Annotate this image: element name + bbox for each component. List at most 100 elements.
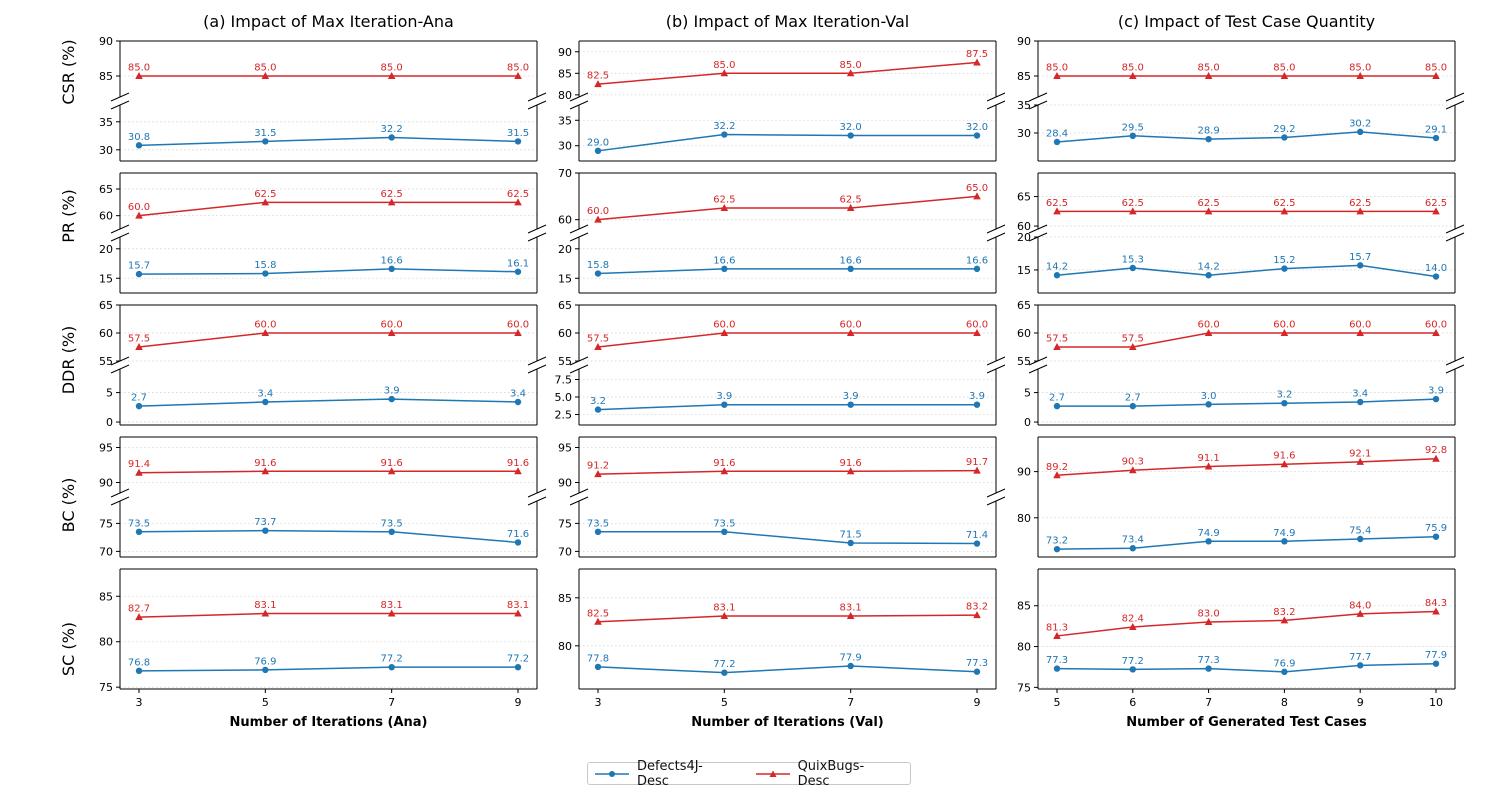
data-point-quix — [135, 72, 143, 79]
data-point-quix — [387, 467, 396, 475]
y-tick-label: 85 — [558, 67, 572, 80]
data-point-quix — [261, 72, 270, 79]
data-point-quix — [1129, 343, 1137, 350]
data-point-defects — [1205, 665, 1212, 672]
data-point-quix — [1204, 207, 1213, 215]
data-label-quix: 84.0 — [1349, 600, 1371, 611]
data-point-quix — [1204, 72, 1213, 79]
data-point-defects — [973, 132, 981, 139]
series-line-quix — [597, 61, 978, 85]
axis-break-mark — [986, 224, 1006, 234]
data-point-quix — [846, 204, 855, 211]
x-tick-label: 9 — [974, 696, 981, 709]
data-point-quix — [1432, 207, 1440, 215]
data-point-quix — [1356, 207, 1364, 215]
data-point-defects — [721, 528, 728, 535]
legend-entry-quix: QuixBugs-Desc — [755, 759, 896, 789]
data-label-defects: 15.7 — [1349, 252, 1371, 263]
data-label-quix: 62.5 — [1273, 198, 1295, 209]
axis-break-mark — [1028, 364, 1048, 374]
y-tick-label: 60 — [558, 214, 572, 227]
data-point-quix — [1053, 631, 1061, 639]
x-tick-label: 5 — [1054, 696, 1061, 709]
y-tick-label: 80 — [558, 89, 572, 102]
data-label-defects: 15.2 — [1273, 255, 1295, 266]
data-point-defects — [1129, 545, 1137, 552]
data-point-quix — [387, 609, 396, 617]
data-point-defects — [1357, 262, 1364, 269]
data-point-defects — [847, 265, 854, 273]
data-label-defects: 3.9 — [384, 386, 400, 397]
panel-csr-lower: 30 35 30.8 31.5 32.2 31.5 — [99, 100, 547, 162]
axis-break-mark — [1028, 224, 1048, 234]
data-label-quix: 62.5 — [840, 195, 862, 206]
data-point-quix — [973, 611, 981, 619]
data-point-defects — [847, 401, 854, 408]
axis-break-mark — [527, 92, 547, 102]
legend-marker-quix-icon — [755, 770, 790, 777]
data-label-quix: 60.0 — [507, 320, 529, 331]
axis-break-mark — [986, 364, 1006, 374]
y-tick-label: 20 — [558, 243, 572, 256]
data-point-quix — [846, 69, 855, 77]
data-label-quix: 83.1 — [254, 600, 276, 611]
data-label-defects: 3.0 — [1201, 391, 1217, 402]
y-tick-label: 85 — [99, 70, 113, 83]
data-label-defects: 77.2 — [507, 654, 529, 665]
data-point-defects — [135, 528, 143, 535]
axis-break-mark — [569, 488, 589, 498]
data-label-quix: 60.0 — [128, 202, 150, 213]
y-tick-label: 2.5 — [555, 409, 573, 422]
data-label-quix: 62.5 — [381, 189, 403, 200]
data-point-defects — [1129, 666, 1137, 673]
axis-break-mark — [1028, 92, 1048, 102]
data-label-quix: 57.5 — [128, 334, 150, 345]
data-label-defects: 14.0 — [1425, 263, 1447, 274]
data-point-defects — [1053, 272, 1061, 279]
data-label-defects: 77.7 — [1349, 652, 1371, 663]
data-label-defects: 3.9 — [1428, 386, 1444, 397]
y-tick-label: 85 — [99, 590, 113, 603]
legend-entry-defects: Defects4J-Desc — [595, 759, 735, 789]
axis-break-mark — [1445, 92, 1465, 102]
y-tick-label: 95 — [558, 442, 572, 455]
x-tick-label: 3 — [595, 696, 602, 709]
data-label-quix: 85.0 — [381, 63, 403, 74]
series-line-defects — [1056, 131, 1437, 143]
data-label-defects: 31.5 — [507, 128, 529, 139]
axis-break-mark — [110, 496, 130, 506]
axis-break-mark — [527, 100, 547, 110]
panel-bc-upper: 90 95 91.2 91.6 91.6 91.7 — [558, 436, 1006, 498]
data-point-quix — [594, 617, 602, 625]
y-tick-label: 70 — [99, 545, 113, 558]
data-point-defects — [1357, 535, 1364, 543]
data-label-quix: 62.5 — [254, 189, 276, 200]
data-point-quix — [1432, 329, 1440, 336]
data-point-defects — [135, 270, 143, 278]
data-label-quix: 62.5 — [1349, 198, 1371, 209]
data-label-quix: 85.0 — [1425, 63, 1447, 74]
data-point-quix — [514, 609, 522, 617]
data-label-quix: 91.1 — [1197, 453, 1219, 464]
data-point-quix — [1356, 72, 1364, 79]
data-point-quix — [1053, 207, 1061, 215]
data-label-defects: 16.6 — [840, 255, 862, 266]
data-point-defects — [262, 666, 269, 674]
series-line-defects — [138, 136, 519, 147]
data-point-defects — [388, 395, 395, 403]
data-label-quix: 83.2 — [966, 602, 988, 613]
y-tick-label: 55 — [99, 355, 113, 368]
data-point-defects — [514, 398, 522, 406]
legend-label-defects: Defects4J-Desc — [636, 758, 703, 789]
data-point-defects — [262, 138, 269, 145]
data-point-defects — [388, 265, 395, 273]
data-point-quix — [135, 613, 143, 621]
data-label-defects: 3.4 — [257, 389, 273, 400]
y-tick-label: 65 — [99, 299, 113, 312]
row-label-pr: PR (%) — [59, 189, 78, 243]
data-label-quix: 91.6 — [1273, 451, 1295, 462]
data-point-quix — [135, 343, 143, 350]
data-point-quix — [1204, 462, 1213, 470]
data-point-defects — [262, 270, 269, 277]
